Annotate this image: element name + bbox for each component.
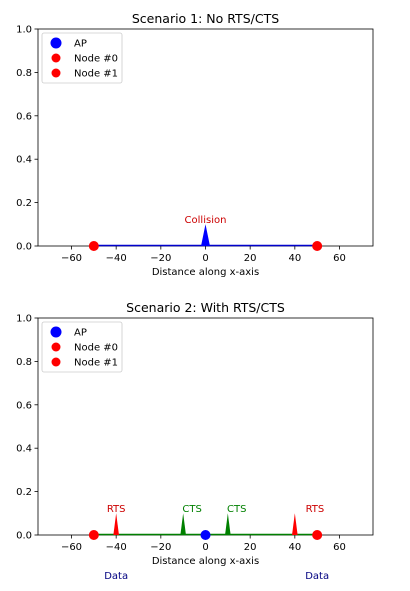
legend: AP Node #0 Node #1 — [41, 321, 123, 373]
x-tick-label: 40 — [288, 542, 301, 553]
x-tick-label: 0 — [202, 542, 208, 553]
x-tick-label: −20 — [150, 253, 171, 264]
signal-spike — [113, 513, 119, 535]
y-tick-label: 0.4 — [16, 444, 32, 455]
annotation-label: RTS — [107, 504, 126, 515]
y-tick-label: 0.2 — [16, 198, 32, 209]
y-tick-label: 0.0 — [16, 242, 32, 253]
y-tick-label: 0.4 — [16, 155, 32, 166]
legend-label: AP — [74, 39, 87, 50]
point-node-0 — [88, 530, 99, 540]
x-tick-label: 40 — [288, 253, 301, 264]
legend-box — [41, 321, 123, 373]
x-tick-label: 20 — [244, 253, 257, 264]
x-tick-label: −60 — [61, 253, 82, 264]
legend-label: AP — [74, 328, 87, 339]
x-tick-label: −40 — [106, 542, 127, 553]
y-tick-label: 0.0 — [16, 531, 32, 542]
point-node-0 — [88, 241, 99, 251]
chart-scenario-1: Scenario 1: No RTS/CTS −60 −40 −20 0 20 40 60 0.… — [16, 11, 374, 278]
legend-marker — [51, 53, 61, 63]
legend-label: Node #0 — [74, 343, 118, 354]
annotation-label: CTS — [182, 504, 201, 515]
annotation-label: CTS — [227, 504, 246, 515]
y-tick-label: 0.6 — [16, 111, 32, 122]
data-label: Data — [305, 571, 329, 582]
legend-label: Node #1 — [74, 69, 118, 80]
y-tick-label: 1.0 — [16, 314, 32, 325]
data-label: Data — [104, 571, 128, 582]
x-axis-label: Distance along x-axis — [152, 556, 259, 567]
x-tick-label: −40 — [106, 253, 127, 264]
legend-marker — [51, 357, 61, 367]
signal-spike — [180, 513, 186, 535]
y-tick-label: 1.0 — [16, 25, 32, 36]
x-tick-label: 20 — [244, 542, 257, 553]
legend-label: Node #1 — [74, 358, 118, 369]
signal-spike — [292, 513, 298, 535]
legend-marker — [51, 342, 61, 352]
legend: AP Node #0 Node #1 — [41, 32, 123, 84]
signal-spike — [225, 513, 231, 535]
point-node-1 — [312, 241, 323, 251]
legend-marker — [51, 68, 61, 78]
x-tick-label: 0 — [202, 253, 208, 264]
y-tick-label: 0.8 — [16, 68, 32, 79]
chart-title: Scenario 2: With RTS/CTS — [126, 300, 285, 315]
chart-scenario-2: Scenario 2: With RTS/CTS −60 −40 −20 0 20 40 60… — [16, 300, 374, 582]
signal-spike — [201, 224, 210, 246]
legend-marker — [50, 326, 62, 338]
chart-title: Scenario 1: No RTS/CTS — [132, 11, 279, 26]
annotation-label: RTS — [306, 504, 325, 515]
legend-label: Node #0 — [74, 54, 118, 65]
legend-marker — [50, 37, 62, 49]
x-tick-label: 60 — [333, 542, 346, 553]
x-tick-label: 60 — [333, 253, 346, 264]
point-ap — [200, 530, 211, 540]
y-tick-label: 0.6 — [16, 400, 32, 411]
x-tick-label: −60 — [61, 542, 82, 553]
legend-box — [41, 32, 123, 84]
point-node-1 — [312, 530, 323, 540]
x-axis-label: Distance along x-axis — [152, 267, 259, 278]
y-tick-label: 0.2 — [16, 487, 32, 498]
annotation-label: Collision — [185, 215, 227, 226]
x-tick-label: −20 — [150, 542, 171, 553]
y-tick-label: 0.8 — [16, 357, 32, 368]
